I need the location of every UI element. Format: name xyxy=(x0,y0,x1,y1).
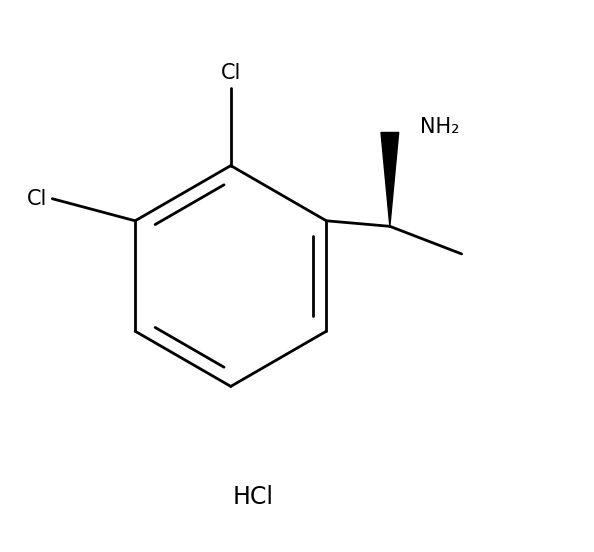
Text: HCl: HCl xyxy=(232,485,273,509)
Text: Cl: Cl xyxy=(220,63,241,83)
Polygon shape xyxy=(381,132,399,226)
Text: Cl: Cl xyxy=(27,189,47,209)
Text: NH₂: NH₂ xyxy=(420,117,460,137)
